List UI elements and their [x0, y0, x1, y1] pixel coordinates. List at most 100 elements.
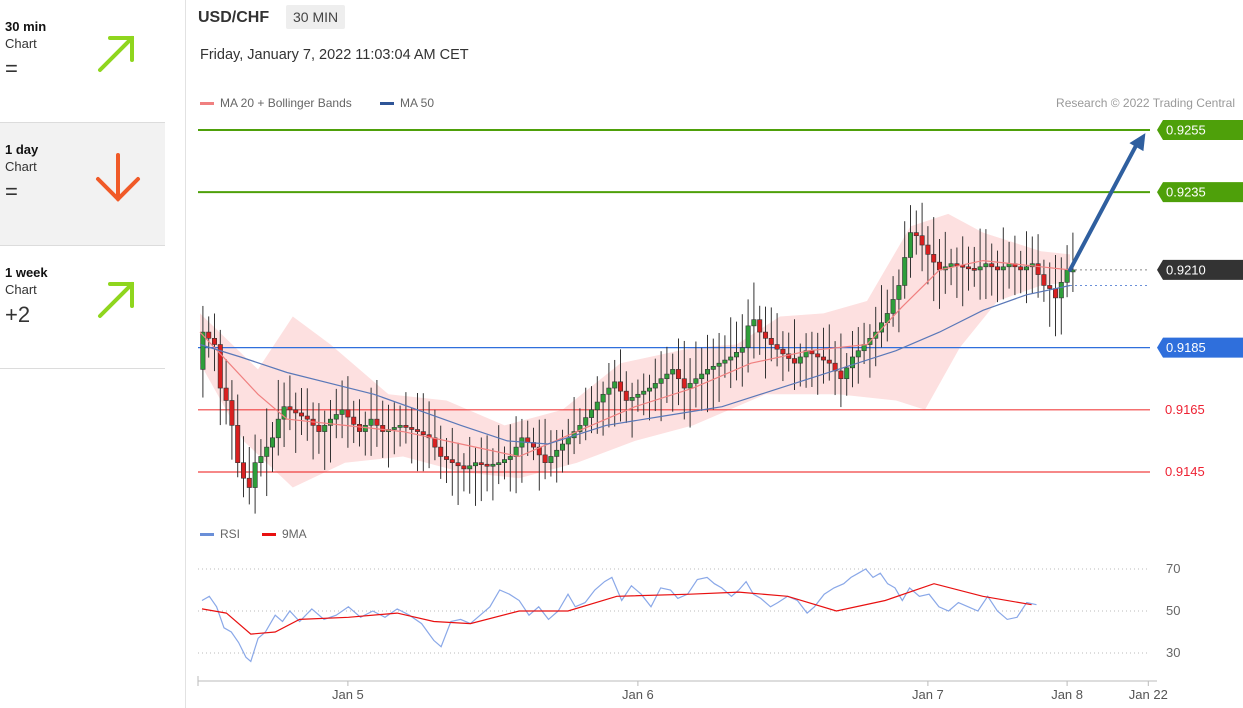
candle-bear: [757, 319, 763, 333]
candle-bull: [275, 418, 281, 439]
rsi-level-label: 70: [1166, 561, 1180, 576]
candle-bull: [896, 285, 902, 300]
candle-bear: [623, 390, 629, 401]
candle-bull: [200, 331, 206, 370]
candle-bull: [577, 425, 583, 432]
candle-bear: [478, 462, 484, 465]
projection-arrow-shaft: [1068, 141, 1140, 272]
candle-bull: [635, 393, 641, 398]
candle-bear: [461, 465, 467, 470]
candle-bull: [565, 437, 571, 445]
candle-bear: [536, 446, 542, 456]
candle-bear: [241, 462, 247, 479]
candle-bull: [722, 359, 728, 364]
timeframe-1week[interactable]: 1 week Chart +2: [0, 246, 165, 369]
candle-bull: [554, 449, 560, 457]
candle-bull: [1064, 269, 1070, 283]
candle-bull: [612, 381, 618, 389]
level-label: 0.9210: [1166, 262, 1206, 277]
legend-label: MA 20 + Bollinger Bands: [220, 96, 352, 110]
candle-bear: [345, 409, 351, 418]
candle-bear: [235, 425, 241, 463]
timeframe-30min[interactable]: 30 min Chart =: [0, 0, 165, 123]
timeframe-sublabel: Chart: [5, 36, 37, 51]
candle-bull: [849, 356, 855, 369]
chart-datetime: Friday, January 7, 2022 11:03:04 AM CET: [200, 47, 469, 63]
candle-bear: [925, 244, 931, 255]
candle-bull: [739, 347, 745, 353]
candle-bear: [919, 235, 925, 246]
candle-bear: [356, 424, 362, 432]
candle-bull: [322, 425, 328, 432]
candle-bull: [710, 365, 716, 370]
candle-bull: [548, 456, 554, 463]
legend-swatch: [200, 101, 214, 105]
candle-bear: [971, 268, 977, 271]
candle-bull: [1000, 266, 1006, 271]
candle-bear: [443, 456, 449, 460]
candle-bull: [716, 362, 722, 367]
timeframe-score: =: [5, 179, 18, 204]
rsi-line: [201, 568, 1037, 663]
candle-bull: [670, 369, 676, 375]
candle-bull: [890, 299, 896, 314]
timeframe-sidebar: 30 min Chart = 1 day Chart = 1 week Char…: [0, 0, 165, 372]
candle-bear: [374, 418, 380, 426]
candle-bull: [844, 367, 850, 380]
candle-bull: [1058, 282, 1064, 299]
timeframe-badge[interactable]: 30 MIN: [286, 5, 346, 29]
candle-bull: [733, 351, 739, 358]
candle-bear: [936, 261, 942, 271]
candle-bull: [977, 266, 983, 271]
legend-ma50: MA 50: [380, 96, 434, 110]
candle-bear: [791, 358, 797, 364]
candle-bear: [223, 387, 229, 401]
candle-bull: [252, 462, 258, 488]
candle-bear: [1035, 263, 1041, 275]
candle-bear: [217, 344, 223, 389]
candle-bear: [1018, 266, 1024, 271]
level-badge: [1157, 337, 1243, 358]
candle-bull: [728, 356, 734, 361]
candle-bull: [397, 425, 403, 428]
legend-swatch: [200, 532, 214, 536]
x-tick-label: Jan 7: [912, 687, 944, 702]
candle-bull: [333, 414, 339, 420]
candle-bull: [629, 397, 635, 401]
candle-bull: [264, 446, 270, 457]
candle-bear: [809, 350, 815, 355]
candle-bear: [455, 462, 461, 467]
timeframe-score: =: [5, 56, 18, 81]
arrow-down-icon: [96, 153, 140, 202]
candle-bull: [559, 443, 565, 451]
arrow-up-right-icon: [98, 36, 134, 72]
candle-bull: [641, 390, 647, 395]
candle-bull: [472, 462, 478, 467]
candle-bull: [501, 459, 507, 463]
candle-bear: [1053, 288, 1059, 299]
rsi-level-label: 50: [1166, 603, 1180, 618]
timeframe-1day[interactable]: 1 day Chart =: [0, 123, 165, 246]
level-label: 0.9185: [1166, 340, 1206, 355]
candle-bear: [1047, 285, 1053, 289]
timeframe-label: 1 day: [5, 142, 39, 157]
candle-bear: [414, 429, 420, 432]
candle-bull: [907, 232, 913, 258]
candle-bear: [438, 446, 444, 457]
candle-bear: [246, 477, 252, 488]
candle-bear: [838, 370, 844, 380]
candle-bear: [380, 425, 386, 432]
legend-ma20: MA 20 + Bollinger Bands: [200, 96, 352, 110]
candle-bear: [965, 266, 971, 270]
candle-bull: [704, 369, 710, 375]
candle-bull: [658, 378, 664, 384]
candle-bear: [617, 381, 623, 392]
candle-bull: [368, 418, 374, 426]
arrow-up-right-icon: [98, 282, 134, 318]
candle-bear: [298, 412, 304, 417]
legend-swatch: [262, 532, 276, 536]
candle-bear: [316, 425, 322, 432]
candle-bear: [774, 344, 780, 350]
x-tick-label: Jan 6: [622, 687, 654, 702]
